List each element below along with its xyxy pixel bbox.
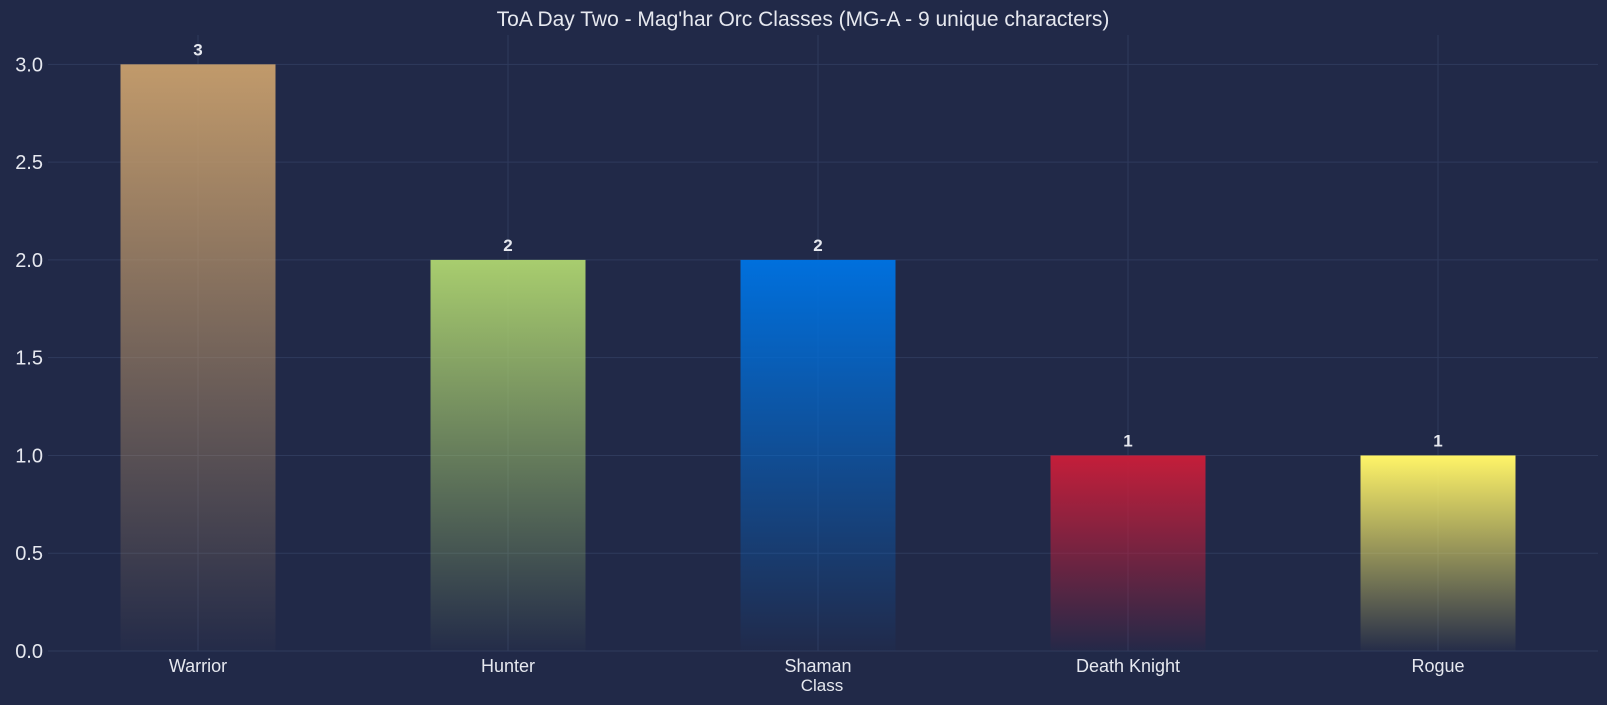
data-label: 1 [1123,431,1132,450]
chart-title: ToA Day Two - Mag'har Orc Classes (MG-A … [497,8,1110,31]
bar-rogue [1360,455,1516,651]
x-tick-label: Hunter [481,656,535,676]
bar-warrior [120,64,276,652]
y-tick-label: 2.0 [15,250,43,272]
x-tick-label: Death Knight [1076,656,1180,676]
y-tick-label: 1.5 [15,348,43,370]
x-axis-label: Class [801,676,844,695]
data-label: 3 [193,40,202,59]
y-tick-label: 3.0 [15,54,43,76]
data-label: 2 [813,236,822,255]
bar-hunter [430,259,586,651]
data-label: 1 [1433,431,1442,450]
bars-layer [120,64,1516,652]
y-tick-label: 2.5 [15,152,43,174]
x-tick-label: Warrior [169,656,227,676]
bar-death-knight [1050,455,1206,651]
y-tick-label: 0.5 [15,543,43,565]
x-tick-label: Shaman [784,656,851,676]
y-tick-label: 1.0 [15,445,43,467]
bar-shaman [740,259,896,651]
labels-layer: 0.0 0.5 1.0 1.5 2.0 2.5 3.0 3 Warrior 2 Hunter 2 Sha… [15,40,1464,676]
data-label: 2 [503,236,512,255]
y-tick-label: 0.0 [15,641,43,663]
x-tick-label: Rogue [1411,656,1464,676]
